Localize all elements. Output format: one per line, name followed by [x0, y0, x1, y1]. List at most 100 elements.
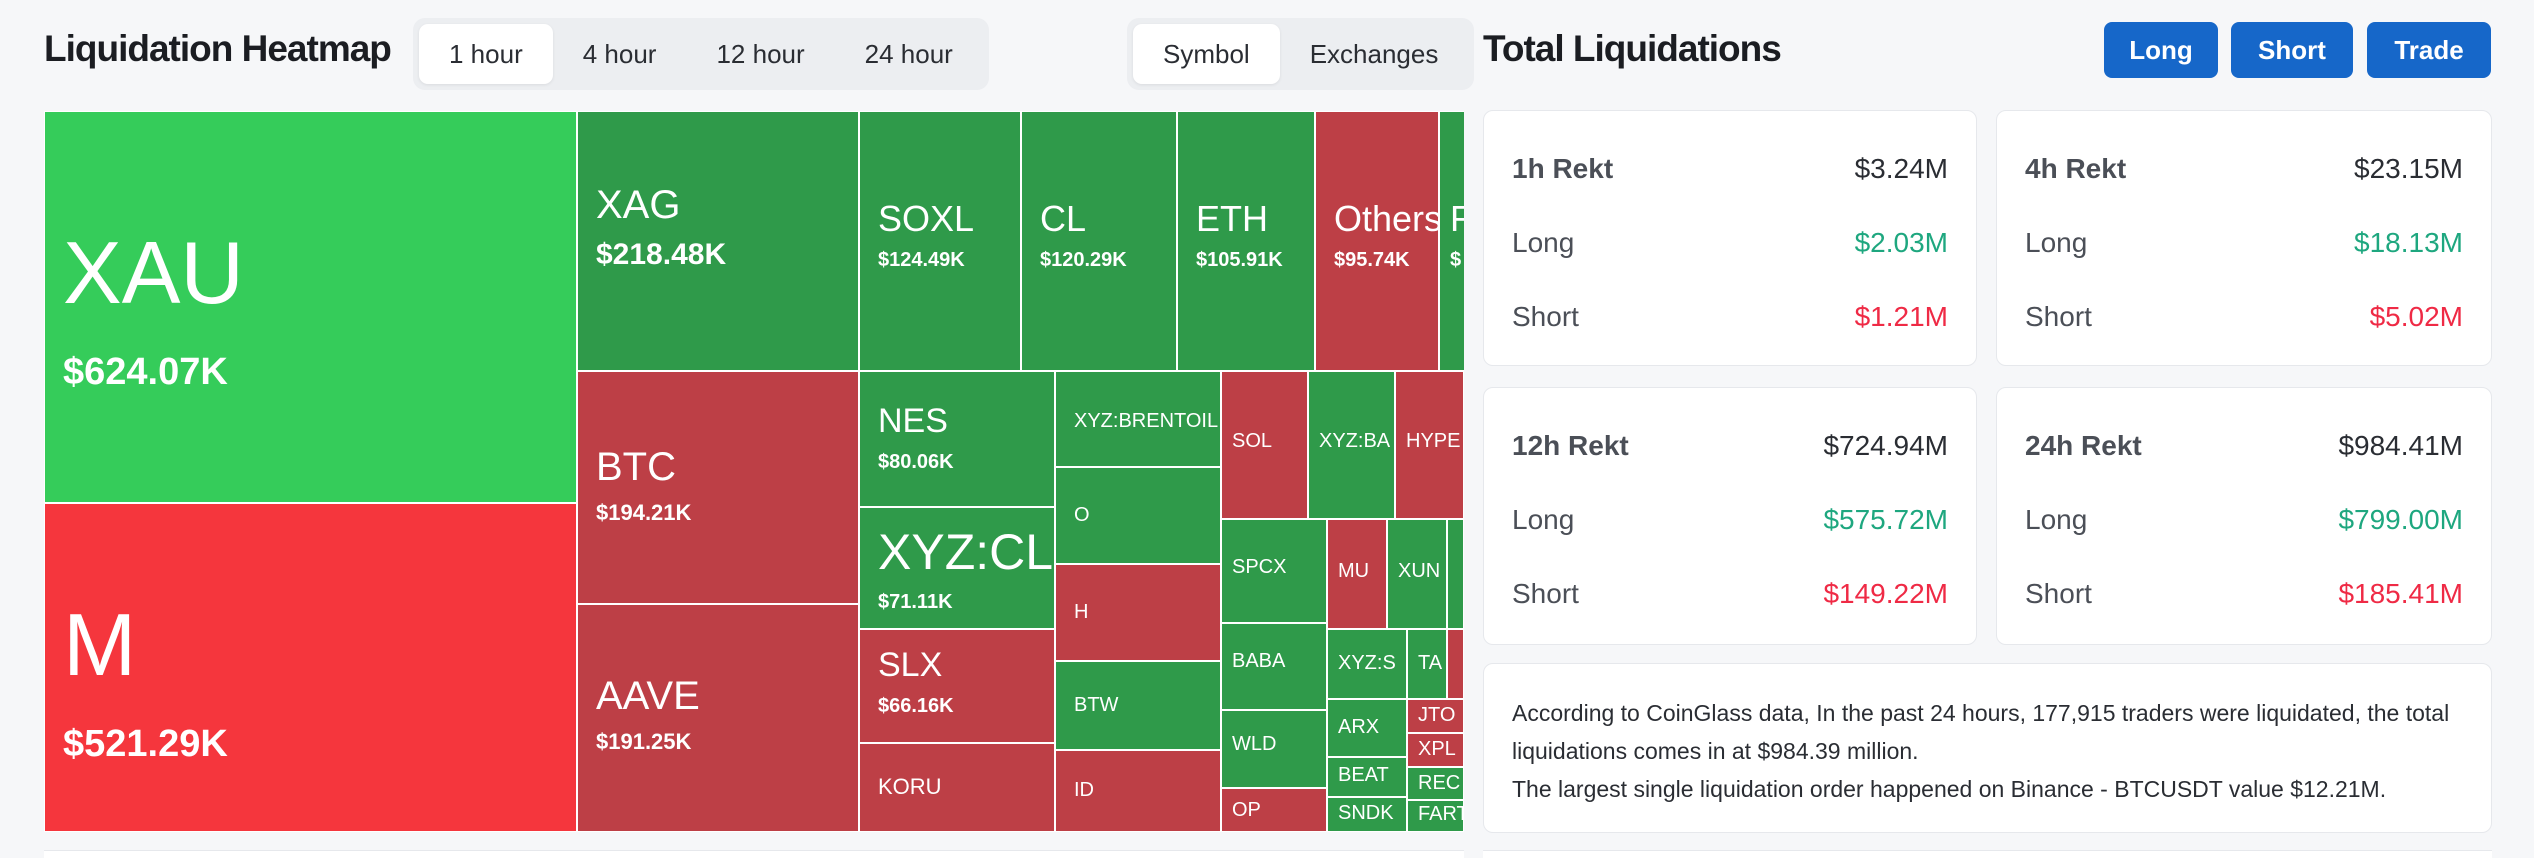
treemap-cell[interactable]: SOXL $124.49K	[859, 111, 1021, 371]
treemap-cell[interactable]: XYZ:S	[1327, 629, 1407, 699]
long-value: $2.03M	[1854, 227, 1948, 258]
treemap-cell[interactable]: SNDK	[1327, 797, 1407, 832]
treemap-cell[interactable]: FART	[1407, 800, 1464, 832]
card-title: 24h Rekt	[2025, 430, 2142, 461]
cell-symbol: XYZ:CL	[878, 524, 1054, 580]
short-value: $1.21M	[1854, 301, 1948, 332]
long-label: Long	[2025, 504, 2088, 535]
short-value: $149.22M	[1823, 578, 1948, 609]
cell-symbol: Others	[1334, 198, 1439, 239]
treemap-cell[interactable]: MU	[1327, 519, 1387, 629]
treemap-cell[interactable]	[1447, 629, 1464, 699]
treemap-cell[interactable]: O	[1055, 467, 1221, 564]
short-label: Short	[2025, 578, 2092, 609]
cell-value: $66.16K	[878, 695, 954, 717]
card-total: $724.94M	[1823, 430, 1948, 461]
treemap-cell[interactable]: HYPE	[1395, 371, 1464, 519]
treemap-cell[interactable]: BTC $194.21K	[577, 371, 859, 604]
treemap-cell[interactable]: F$	[1439, 111, 1464, 371]
cell-symbol: AAVE	[596, 674, 700, 718]
cell-symbol: NES	[878, 402, 948, 440]
cell-symbol: TA	[1418, 652, 1443, 674]
cell-value: $105.91K	[1196, 249, 1283, 271]
liquidation-summary-card: According to CoinGlass data, In the past…	[1483, 663, 2492, 833]
long-value: $575.72M	[1823, 504, 1948, 535]
treemap-cell[interactable]: BTW	[1055, 661, 1221, 750]
short-button[interactable]: Short	[2231, 22, 2353, 78]
card-title: 1h Rekt	[1512, 153, 1614, 184]
rekt-card-1h: 1h Rekt $3.24M Long $2.03M Short $1.21M	[1483, 110, 1977, 366]
treemap-cell[interactable]: SPCX	[1221, 519, 1327, 623]
treemap-cell[interactable]: XYZ:BRENTOIL	[1055, 371, 1221, 467]
long-button[interactable]: Long	[2104, 22, 2218, 78]
cell-symbol: SOXL	[878, 198, 975, 239]
treemap-cell[interactable]: OP	[1221, 788, 1327, 832]
cell-symbol: HYPE	[1406, 430, 1461, 452]
treemap-cell[interactable]: XYZ:CL $71.11K	[859, 507, 1055, 629]
cell-value: $218.48K	[596, 238, 727, 271]
treemap-cell[interactable]: REC	[1407, 767, 1464, 800]
tab-4-hour[interactable]: 4 hour	[582, 38, 657, 69]
cell-value: $71.11K	[878, 591, 953, 613]
treemap-cell[interactable]: XPL	[1407, 733, 1464, 767]
treemap-cell[interactable]: KORU	[859, 743, 1055, 832]
treemap-cell[interactable]: XYZ:BA	[1308, 371, 1395, 519]
card-title: 4h Rekt	[2025, 153, 2127, 184]
cell-symbol: KORU	[878, 774, 942, 799]
page-title: Liquidation Heatmap	[44, 28, 392, 69]
treemap-cell[interactable]: M $521.29K	[44, 503, 577, 832]
cell-symbol: BTC	[596, 445, 676, 489]
treemap-cell[interactable]: NES $80.06K	[859, 371, 1055, 507]
treemap-cell[interactable]: XAU $624.07K	[44, 111, 577, 503]
long-value: $18.13M	[2354, 227, 2463, 258]
tab-exchanges[interactable]: Exchanges	[1309, 38, 1439, 69]
cell-symbol: XAG	[596, 183, 681, 227]
cell-value: $80.06K	[878, 451, 954, 473]
treemap-cell[interactable]: TA	[1407, 629, 1447, 699]
tab-12-hour[interactable]: 12 hour	[716, 38, 805, 69]
long-label: Long	[2025, 227, 2088, 258]
cell-symbol: JTO	[1418, 704, 1456, 726]
cell-symbol: XYZ:S	[1338, 652, 1396, 674]
treemap-cell[interactable]: BABA	[1221, 623, 1327, 710]
treemap-cell[interactable]: ID	[1055, 750, 1221, 832]
treemap-cell[interactable]: H	[1055, 564, 1221, 661]
treemap-cell[interactable]: SOL	[1221, 371, 1308, 519]
treemap-cell[interactable]: JTO	[1407, 699, 1464, 733]
card-total: $984.41M	[2338, 430, 2463, 461]
treemap-cell[interactable]: ETH $105.91K	[1177, 111, 1315, 371]
tab-1-hour[interactable]: 1 hour	[419, 24, 553, 84]
cell-symbol: XUN	[1398, 560, 1441, 582]
treemap-cell[interactable]	[1447, 519, 1464, 629]
short-value: $185.41M	[2338, 578, 2463, 609]
cell-symbol: XYZ:BRENTOIL	[1074, 410, 1219, 432]
trade-button[interactable]: Trade	[2367, 22, 2491, 78]
cell-symbol: REC	[1418, 772, 1461, 794]
treemap-cell[interactable]: CL $120.29K	[1021, 111, 1177, 371]
cell-value: $124.49K	[878, 249, 965, 271]
cell-symbol: H	[1074, 601, 1089, 623]
cell-symbol: BEAT	[1338, 764, 1389, 786]
total-liquidations-title: Total Liquidations	[1483, 28, 1782, 69]
treemap-cell[interactable]: SLX $66.16K	[859, 629, 1055, 743]
treemap-cell[interactable]: XAG $218.48K	[577, 111, 859, 371]
cell-value: $194.21K	[596, 500, 692, 525]
treemap-cell[interactable]: WLD	[1221, 710, 1327, 788]
cell-symbol: OP	[1232, 799, 1261, 821]
card-title: 12h Rekt	[1512, 430, 1629, 461]
cell-symbol: XPL	[1418, 738, 1456, 760]
tab-symbol[interactable]: Symbol	[1133, 24, 1280, 84]
treemap-cell[interactable]: AAVE $191.25K	[577, 604, 859, 832]
tab-24-hour[interactable]: 24 hour	[864, 38, 953, 69]
cell-symbol: M	[63, 595, 137, 694]
treemap-cell[interactable]: XUN	[1387, 519, 1447, 629]
largest-order-text: The largest single liquidation order hap…	[1512, 776, 2387, 802]
summary-text: According to CoinGlass data, In the past…	[1512, 700, 2450, 764]
short-value: $5.02M	[2369, 301, 2463, 332]
treemap-cell[interactable]: ARX	[1327, 699, 1407, 757]
treemap-cell[interactable]: BEAT	[1327, 757, 1407, 797]
cell-symbol: ETH	[1196, 198, 1268, 239]
cell-value: $	[1450, 249, 1462, 271]
cell-symbol: ID	[1074, 779, 1094, 801]
treemap-cell[interactable]: Others $95.74K	[1315, 111, 1439, 371]
